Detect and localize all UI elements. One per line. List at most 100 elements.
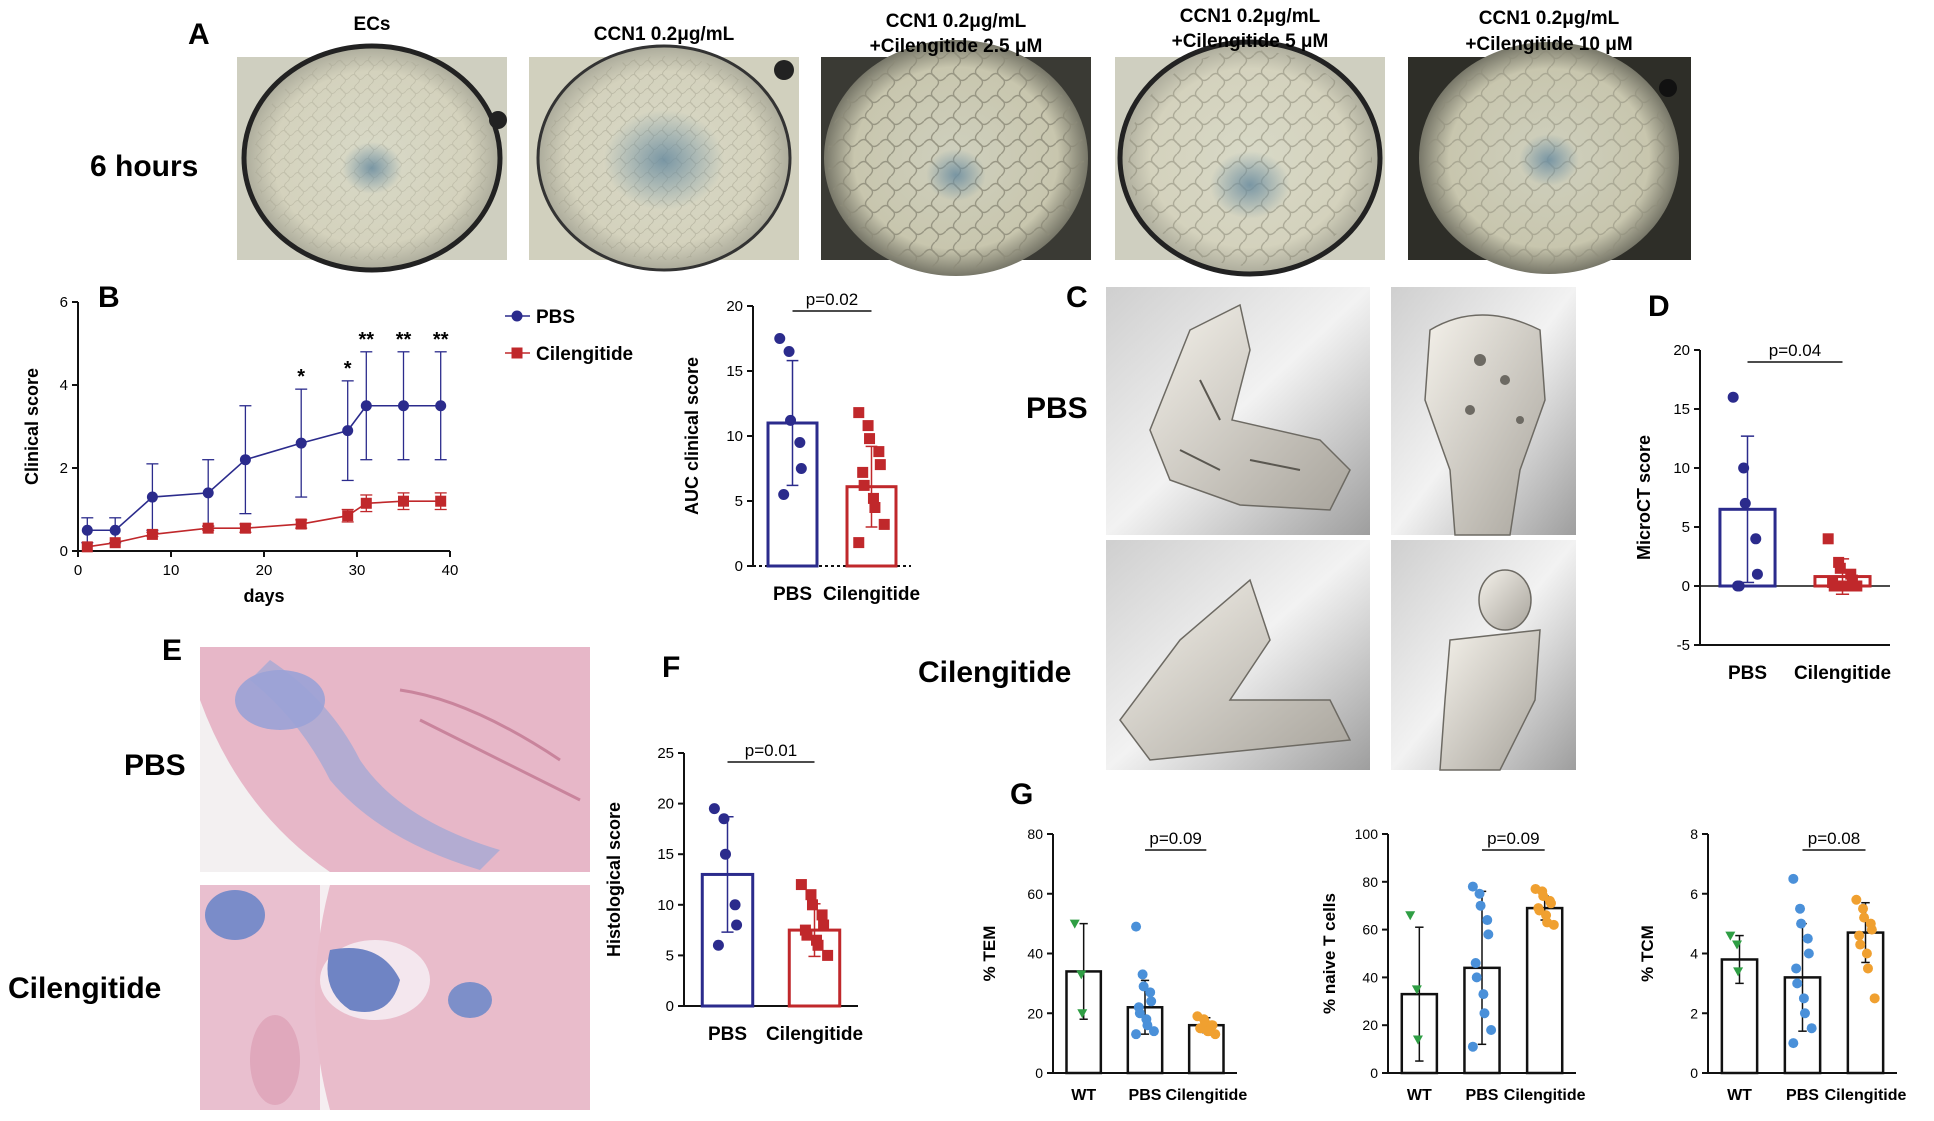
data-point [785, 414, 797, 426]
y-tick-label: -5 [1677, 637, 1690, 654]
category-label: PBS [1786, 1087, 1819, 1104]
chart-g2: 0 20 40 60 80 100 % naive T cells WT PBS Cilengit… [1320, 826, 1586, 1104]
y-tick-label: 20 [1673, 342, 1690, 359]
data-point [1069, 919, 1080, 929]
y-axis-title: % naive T cells [1320, 893, 1339, 1014]
y-tick-label: 0 [60, 543, 68, 560]
data-point [816, 909, 828, 921]
significance-marker: ** [359, 329, 375, 351]
data-point [1750, 533, 1762, 545]
data-point [774, 333, 786, 344]
p-value-label: p=0.09 [1487, 829, 1539, 848]
data-point [864, 433, 876, 445]
panel-letter-a: A [188, 18, 210, 51]
data-point [1470, 958, 1481, 969]
category-label: WT [1727, 1087, 1752, 1104]
panel-letter-b: B [98, 281, 120, 314]
data-point [708, 803, 720, 815]
data-point [109, 524, 121, 536]
data-point [1802, 933, 1813, 944]
row-label-6-hours: 6 hours [90, 150, 198, 183]
y-tick-label: 5 [1682, 519, 1690, 536]
y-tick-label: 0 [1370, 1065, 1378, 1081]
category-label: WT [1071, 1087, 1096, 1104]
series-line-0 [87, 404, 441, 532]
data-point [1077, 1009, 1088, 1019]
y-tick-label: 6 [1690, 886, 1698, 902]
histology-image-pbs [200, 647, 590, 872]
panel-letter-g: G [1010, 778, 1033, 811]
y-tick-label: 60 [1362, 922, 1378, 938]
category-label: WT [1407, 1087, 1432, 1104]
y-axis-title: AUC clinical score [682, 357, 702, 515]
x-tick-label: 10 [163, 562, 180, 579]
data-point [718, 813, 730, 825]
series-line-1 [87, 500, 441, 548]
histology-row-label-pbs: PBS [124, 749, 186, 782]
data-point [435, 400, 447, 412]
data-point [778, 489, 790, 500]
microct-image-pbs-2 [1391, 287, 1576, 536]
data-point [1822, 533, 1834, 545]
data-point [1146, 996, 1157, 1007]
y-tick-label: 10 [657, 897, 674, 914]
data-point [1467, 1041, 1478, 1052]
p-value-label: p=0.09 [1149, 829, 1201, 848]
microct-image-cilengitide-2 [1391, 540, 1576, 771]
data-point [1869, 993, 1880, 1004]
category-label: Cilengitide [1794, 663, 1891, 684]
column-header-1: ECs [354, 14, 391, 35]
well-image-cilengitide-10 [1408, 42, 1691, 274]
well-image-cilengitide-2-5 [821, 40, 1091, 276]
p-value-label: p=0.02 [806, 290, 858, 309]
legend-b: PBS Cilengitide [505, 307, 633, 365]
y-axis-title: % TCM [1638, 925, 1657, 982]
category-label: Cilengitide [823, 584, 920, 605]
data-point [1739, 497, 1751, 509]
y-tick-label: 60 [1027, 886, 1043, 902]
y-tick-label: 10 [726, 428, 743, 445]
data-point [1482, 915, 1493, 926]
data-point [867, 492, 879, 504]
data-point [1411, 985, 1422, 995]
data-point [1798, 993, 1809, 1004]
data-point [1733, 580, 1745, 592]
data-point [878, 518, 890, 530]
y-tick-label: 15 [726, 363, 743, 380]
data-point [1725, 931, 1736, 941]
row-label-pbs: PBS [1026, 392, 1088, 425]
category-label: PBS [773, 584, 812, 605]
x-tick-label: 20 [256, 562, 273, 579]
data-point [1858, 903, 1869, 914]
data-point [1854, 930, 1865, 941]
panel-letter-f: F [662, 651, 680, 684]
y-tick-label: 15 [1673, 401, 1690, 418]
data-point [873, 446, 885, 458]
data-point [342, 510, 354, 522]
x-tick-label: 30 [349, 562, 366, 579]
data-point [1799, 1008, 1810, 1019]
data-point [822, 949, 834, 961]
data-point [146, 528, 158, 540]
data-point [1806, 1023, 1817, 1034]
microct-image-pbs-1 [1106, 287, 1370, 535]
y-tick-label: 0 [735, 558, 743, 575]
data-point [1145, 987, 1156, 998]
column-header-5-line1: CCN1 0.2μg/mL [1479, 8, 1620, 29]
data-point [1545, 898, 1556, 909]
data-point [1478, 989, 1489, 1000]
data-point [360, 497, 372, 509]
y-tick-label: 0 [1035, 1065, 1043, 1081]
significance-marker: * [297, 366, 305, 388]
data-point [202, 487, 214, 499]
data-point [805, 889, 817, 901]
data-point [1131, 921, 1142, 932]
data-point [239, 522, 251, 534]
data-point [806, 899, 818, 911]
data-point [1148, 1026, 1159, 1037]
data-point [862, 420, 874, 432]
data-point [729, 899, 741, 911]
data-point [801, 929, 813, 941]
data-point [1859, 912, 1870, 923]
